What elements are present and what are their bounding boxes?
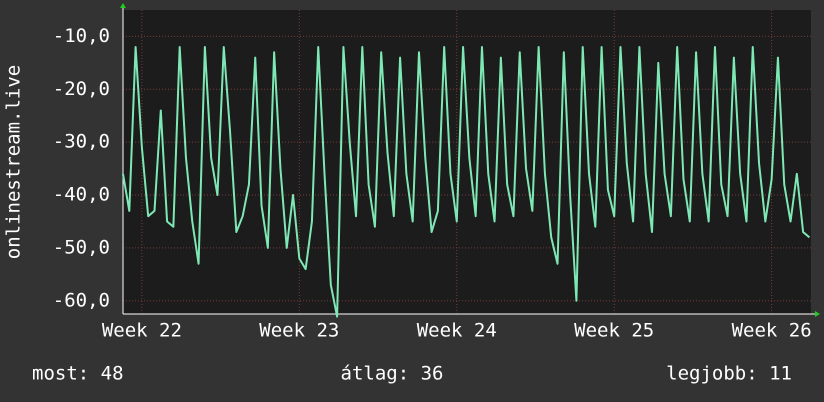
x-tick-label: Week 22 (102, 320, 182, 342)
y-tick-label: -30,0 (53, 131, 110, 153)
data-line (122, 46, 811, 318)
y-tick-label: -20,0 (53, 78, 110, 100)
x-tick-label: Week 23 (259, 320, 339, 342)
y-tick-label: -10,0 (53, 25, 110, 47)
footer-stat: átlag: 36 (341, 363, 444, 385)
y-tick-label: -50,0 (53, 236, 110, 258)
axis-arrow (815, 311, 820, 317)
plot-area (123, 10, 811, 314)
x-tick-label: Week 25 (574, 320, 654, 342)
y-axis-label: onlinestream.live (3, 65, 25, 259)
y-tick-label: -40,0 (53, 184, 110, 206)
footer-stat: legjobb: 11 (666, 363, 792, 385)
x-tick-label: Week 26 (732, 320, 812, 342)
y-tick-label: -60,0 (53, 289, 110, 311)
footer-stat: most: 48 (32, 363, 124, 385)
x-tick-label: Week 24 (417, 320, 497, 342)
axis-arrow (120, 3, 126, 8)
